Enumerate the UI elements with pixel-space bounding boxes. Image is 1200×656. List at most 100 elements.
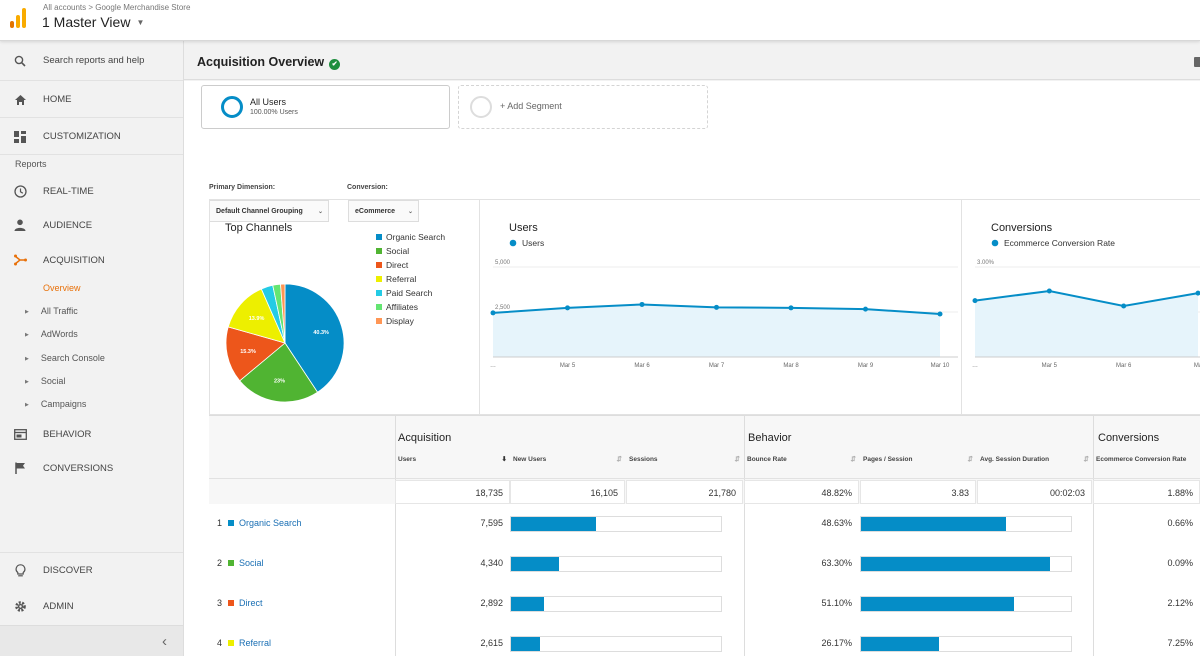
- legend-entry[interactable]: Social: [386, 246, 409, 256]
- totals-value: 48.82%: [821, 488, 852, 498]
- sidebar-item-behavior[interactable]: BEHAVIOR: [0, 417, 183, 451]
- channel-link[interactable]: Social: [239, 558, 264, 568]
- data-point[interactable]: [972, 298, 978, 304]
- bounce-rate-value: 48.63%: [821, 518, 852, 528]
- gear-icon: [13, 599, 27, 613]
- row-channel-label[interactable]: 4 Referral: [217, 638, 271, 648]
- sidebar-item-discover[interactable]: DISCOVER: [0, 552, 183, 588]
- pie-slice-display[interactable]: [280, 283, 286, 344]
- sort-icon[interactable]: ⇵: [850, 456, 856, 463]
- pie-slice-social[interactable]: [239, 342, 319, 403]
- caret-down-icon: ⌄: [407, 208, 413, 215]
- column-separator: [744, 544, 745, 584]
- legend-entry[interactable]: Referral: [386, 274, 416, 284]
- sort-icon[interactable]: ⇵: [967, 456, 973, 463]
- data-point[interactable]: [714, 304, 719, 310]
- users-value: 2,892: [480, 598, 503, 608]
- channel-link[interactable]: Referral: [239, 638, 272, 648]
- column-header-sessions[interactable]: Sessions ⇵: [629, 456, 740, 463]
- sidebar-item-label: BEHAVIOR: [43, 428, 92, 440]
- legend-entry[interactable]: Affiliates: [386, 302, 418, 312]
- sidebar-item-audience[interactable]: AUDIENCE: [0, 208, 183, 242]
- home-icon: [13, 93, 27, 107]
- sidebar-item-home[interactable]: HOME: [0, 82, 183, 118]
- subitem-label: Campaigns: [40, 399, 87, 409]
- sidebar-item-customization[interactable]: CUSTOMIZATION: [0, 119, 183, 155]
- breadcrumb[interactable]: All accounts > Google Merchandise Store: [43, 3, 191, 12]
- pie-slice-direct[interactable]: [225, 326, 286, 382]
- row-number: 4: [217, 638, 223, 648]
- sort-desc-icon[interactable]: ⬇: [501, 456, 507, 463]
- data-point[interactable]: [1195, 290, 1200, 296]
- users-line-chart[interactable]: Users 5,000 2,500 … Mar 5 Mar 6 Mar 7 Mar 8 Mar …: [480, 200, 962, 416]
- x-tick-label: Mar 5: [1042, 363, 1058, 369]
- collapse-sidebar-button[interactable]: ‹: [0, 625, 183, 656]
- save-icon[interactable]: [1194, 57, 1200, 67]
- analytics-logo-icon[interactable]: [10, 8, 28, 28]
- sort-icon[interactable]: ⇵: [616, 456, 622, 463]
- legend-entry[interactable]: Paid Search: [386, 288, 433, 298]
- add-segment-button[interactable]: + Add Segment: [458, 85, 708, 129]
- column-header-new-users[interactable]: New Users ⇵: [513, 456, 622, 463]
- legend-entry[interactable]: Users: [522, 238, 544, 248]
- bounce-rate-bar: [860, 596, 1072, 612]
- data-point[interactable]: [863, 306, 868, 312]
- column-header-bounce-rate[interactable]: Bounce Rate ⇵: [747, 456, 856, 463]
- channel-color-swatch: [228, 560, 235, 566]
- top-channels-pie-chart[interactable]: 40.3% 23% 15.3% 13.9% Organic Search Social Di…: [210, 200, 480, 416]
- legend-entry[interactable]: Ecommerce Conversion Rate: [1004, 238, 1115, 248]
- channels-table: Acquisition Behavior Conversions Users ⬇ New …: [209, 415, 1200, 656]
- row-channel-label[interactable]: 1 Organic Search: [217, 518, 302, 528]
- page-title-text: Acquisition Overview: [197, 55, 325, 69]
- sidebar-item-conversions[interactable]: CONVERSIONS: [0, 451, 183, 485]
- subitem-label: AdWords: [40, 329, 78, 339]
- data-point[interactable]: [937, 311, 943, 317]
- legend-entry[interactable]: Display: [386, 316, 415, 326]
- reports-section-label: Reports: [15, 159, 47, 169]
- sidebar-subitem-overview[interactable]: Overview: [43, 283, 81, 293]
- x-tick-label: Ma: [1194, 363, 1200, 369]
- totals-value: 3.83: [951, 488, 969, 498]
- data-point[interactable]: [490, 310, 496, 316]
- sidebar-subitem-campaigns[interactable]: ▶ Campaigns: [25, 399, 86, 409]
- sidebar-item-admin[interactable]: ADMIN: [0, 588, 183, 624]
- view-selector[interactable]: 1 Master View ▼: [42, 14, 144, 30]
- expand-arrow-icon: ▶: [25, 379, 29, 385]
- channel-link[interactable]: Direct: [239, 598, 263, 608]
- column-header-pages-session[interactable]: Pages / Session ⇵: [863, 456, 973, 463]
- sort-icon[interactable]: ⇵: [1083, 456, 1089, 463]
- pie-slice-referral[interactable]: [227, 288, 286, 344]
- segment-all-users[interactable]: All Users 100.00% Users: [201, 85, 450, 129]
- legend-marker: [509, 239, 517, 247]
- conversion-rate-line-chart[interactable]: Ecommerce Conversion Rate3.00%1.50%…Mar …: [962, 200, 1200, 416]
- sidebar-item-realtime[interactable]: REAL-TIME: [0, 174, 183, 208]
- sidebar-item-acquisition[interactable]: ACQUISITION: [0, 243, 183, 277]
- row-number: 3: [217, 598, 223, 608]
- sidebar-subitem-adwords[interactable]: ▶ AdWords: [25, 329, 78, 339]
- data-point[interactable]: [565, 305, 570, 311]
- search-reports[interactable]: Search reports and help: [0, 41, 183, 81]
- column-header-avg-session-duration[interactable]: Avg. Session Duration ⇵: [980, 456, 1089, 463]
- verified-check-icon: ✔: [329, 59, 341, 70]
- pie-data-label: 15.3%: [240, 349, 256, 355]
- data-point[interactable]: [639, 301, 645, 307]
- new-users-bar-fill: [511, 597, 544, 611]
- sidebar-subitem-social[interactable]: ▶ Social: [25, 376, 65, 386]
- legend-entry[interactable]: Organic Search: [386, 232, 445, 242]
- x-tick-label: Mar 5: [560, 363, 576, 369]
- sort-icon[interactable]: ⇵: [734, 456, 740, 463]
- data-point[interactable]: [788, 305, 794, 311]
- conversion-dropdown[interactable]: eCommerce ⌄: [348, 200, 419, 222]
- legend-entry[interactable]: Direct: [386, 260, 409, 270]
- row-channel-label[interactable]: 3 Direct: [217, 598, 263, 608]
- new-users-bar: [510, 636, 722, 652]
- sidebar-subitem-all-traffic[interactable]: ▶ All Traffic: [25, 306, 78, 316]
- channel-link[interactable]: Organic Search: [239, 518, 302, 528]
- x-tick-label: Mar 10: [931, 363, 950, 369]
- column-header-users[interactable]: Users ⬇: [398, 456, 507, 463]
- data-point[interactable]: [1121, 303, 1127, 309]
- column-header-ecommerce-conversion-rate[interactable]: Ecommerce Conversion Rate: [1096, 456, 1187, 463]
- row-channel-label[interactable]: 2 Social: [217, 558, 264, 568]
- sidebar-subitem-search-console[interactable]: ▶ Search Console: [25, 353, 105, 363]
- data-point[interactable]: [1046, 288, 1052, 294]
